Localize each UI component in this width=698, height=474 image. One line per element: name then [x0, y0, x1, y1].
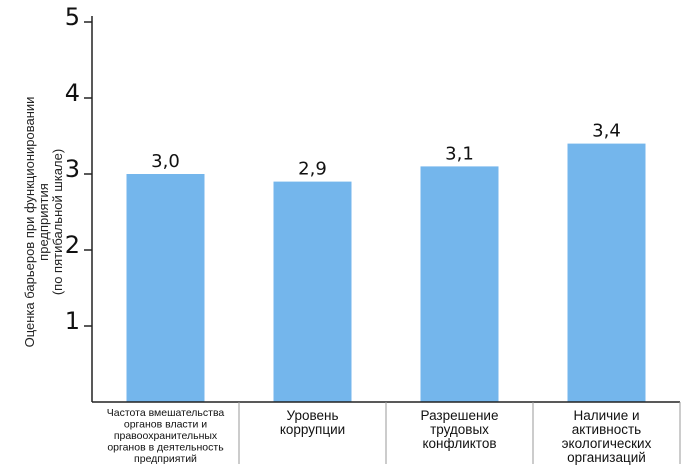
- y-axis-title: Оценка барьеров при функционированиипред…: [22, 97, 65, 348]
- category-label-line: коррупции: [280, 422, 345, 437]
- category-label-line: экологических: [562, 436, 652, 451]
- category-label: Частота вмешательства органов власти и пра…: [107, 407, 225, 465]
- category-label-line: Уровень: [286, 408, 338, 423]
- y-axis-ticks: 1 2 3 4 5: [65, 3, 92, 335]
- category-label: Наличие и активность экологических организа…: [562, 408, 652, 465]
- category-label-line: Частота вмешательства: [107, 407, 225, 419]
- category-label-line: организаций: [567, 450, 646, 465]
- bar: [568, 144, 646, 402]
- y-axis-title-line: Оценка барьеров при функционировании: [22, 97, 37, 348]
- data-label: 3,0: [151, 151, 180, 172]
- category-label-line: правоохранительных: [114, 430, 218, 442]
- y-tick-label: 2: [65, 231, 80, 259]
- category-label-line: конфликтов: [422, 436, 496, 451]
- category-labels: Частота вмешательства органов власти и пра…: [107, 407, 652, 465]
- bar: [274, 182, 352, 402]
- data-label: 3,4: [592, 121, 621, 142]
- category-label: Уровень коррупции: [280, 408, 345, 437]
- data-label: 2,9: [298, 159, 327, 180]
- category-label-line: органов в деятельность: [107, 442, 224, 454]
- bar: [421, 166, 499, 402]
- category-label: Разрешение трудовых конфликтов: [421, 408, 499, 451]
- category-label-line: Разрешение: [421, 408, 499, 423]
- data-labels: 3,0 2,9 3,1 3,4: [151, 121, 621, 180]
- y-tick-label: 4: [65, 79, 80, 107]
- data-label: 3,1: [445, 143, 474, 164]
- y-tick-label: 3: [65, 155, 80, 183]
- category-label-line: трудовых: [430, 422, 489, 437]
- y-tick-label: 1: [65, 307, 80, 335]
- y-axis-title-line: (по пятибальной шкале): [50, 149, 65, 295]
- y-axis-title-line: предприятия: [36, 183, 51, 261]
- y-tick-label: 5: [65, 3, 80, 31]
- bar: [127, 174, 205, 402]
- category-label-line: органов власти и: [124, 419, 207, 431]
- bars: [127, 144, 646, 402]
- y-axis-title-text: Оценка барьеров при функционированиипред…: [22, 97, 65, 348]
- category-label-line: активность: [572, 422, 641, 437]
- category-label-line: предприятий: [134, 453, 197, 465]
- category-label-line: Наличие и: [573, 408, 639, 423]
